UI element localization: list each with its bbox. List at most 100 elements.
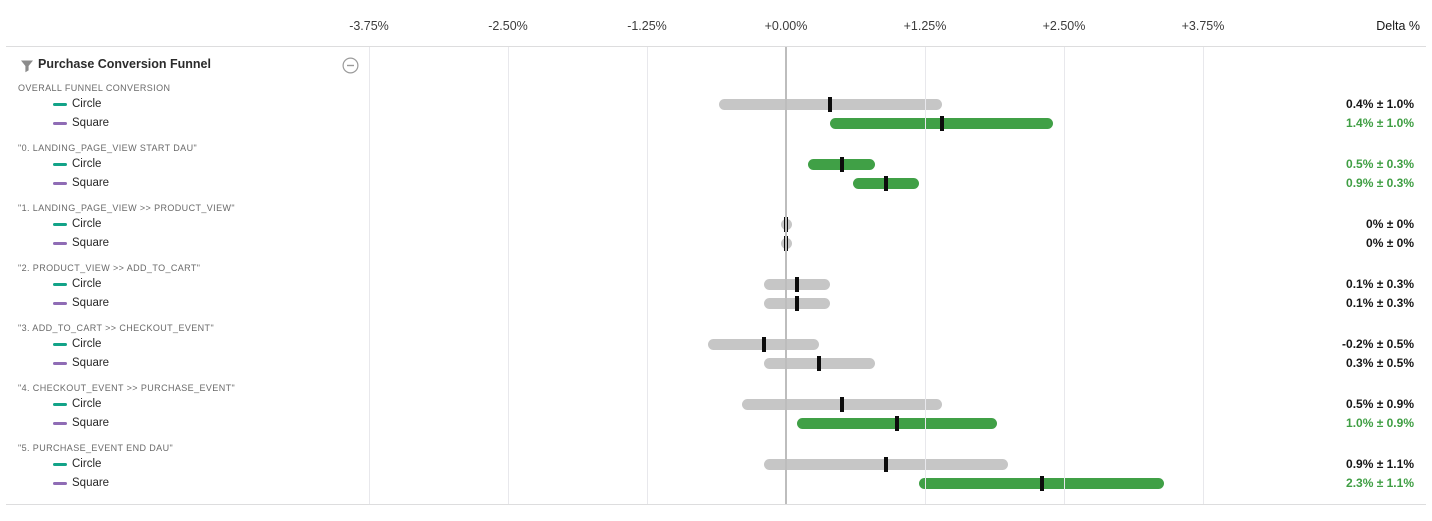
gridline	[368, 47, 370, 504]
variant-row: Circle 0.9% ± 1.1%	[0, 455, 1432, 474]
variant-label: Square	[72, 356, 110, 369]
zero-gridline	[785, 47, 787, 504]
variant-legend-dash-icon	[53, 463, 67, 466]
variant-label: Square	[72, 116, 110, 129]
delta-value: 0% ± 0%	[1366, 217, 1414, 231]
delta-value: -0.2% ± 0.5%	[1342, 337, 1414, 351]
metric-group: "4. CHECKOUT_EVENT >> PURCHASE_EVENT" Ci…	[0, 380, 1432, 440]
gridline	[1202, 47, 1204, 504]
axis-tick-label: +3.75%	[1181, 19, 1225, 33]
variant-row: Square 0% ± 0%	[0, 234, 1432, 253]
axis-tick-label: +1.25%	[903, 19, 947, 33]
variant-label: Square	[72, 296, 110, 309]
variant-legend-dash-icon	[53, 103, 67, 106]
axis-tick-label: -3.75%	[349, 19, 389, 33]
point-estimate-tick	[795, 296, 800, 311]
variant-legend-dash-icon	[53, 283, 67, 286]
variant-row: Circle 0.4% ± 1.0%	[0, 95, 1432, 114]
variant-legend-dash-icon	[53, 422, 67, 425]
gridline	[646, 47, 648, 504]
delta-value: 0.9% ± 0.3%	[1346, 176, 1414, 190]
delta-value: 1.0% ± 0.9%	[1346, 416, 1414, 430]
point-estimate-tick	[828, 97, 833, 112]
point-estimate-tick	[1039, 476, 1044, 491]
axis-tick-label: -2.50%	[488, 19, 528, 33]
metric-group: "2. PRODUCT_VIEW >> ADD_TO_CART" Circle …	[0, 260, 1432, 320]
funnel-stage-label: "0. LANDING_PAGE_VIEW START DAU"	[18, 143, 198, 153]
variant-label: Square	[72, 416, 110, 429]
point-estimate-tick	[884, 176, 889, 191]
axis-tick-label: +0.00%	[764, 19, 808, 33]
funnel-stage-label: "4. CHECKOUT_EVENT >> PURCHASE_EVENT"	[18, 383, 236, 393]
variant-legend-dash-icon	[53, 122, 67, 125]
delta-value: 0.1% ± 0.3%	[1346, 277, 1414, 291]
panel-title-row: Purchase Conversion Funnel	[0, 54, 368, 78]
axis-tick-label: +2.50%	[1042, 19, 1086, 33]
point-estimate-tick	[839, 157, 844, 172]
variant-row: Circle 0.5% ± 0.9%	[0, 395, 1432, 414]
gridline	[507, 47, 509, 504]
variant-row: Square 1.0% ± 0.9%	[0, 414, 1432, 433]
variant-legend-dash-icon	[53, 482, 67, 485]
variant-label: Square	[72, 476, 110, 489]
funnel-stage-label: "5. PURCHASE_EVENT END DAU"	[18, 443, 174, 453]
metric-group: "3. ADD_TO_CART >> CHECKOUT_EVENT" Circl…	[0, 320, 1432, 380]
variant-row: Square 2.3% ± 1.1%	[0, 474, 1432, 493]
delta-value: 0.5% ± 0.9%	[1346, 397, 1414, 411]
metric-group: OVERALL FUNNEL CONVERSION Circle 0.4% ± …	[0, 80, 1432, 140]
delta-value: 0.3% ± 0.5%	[1346, 356, 1414, 370]
variant-label: Circle	[72, 337, 102, 350]
delta-column-header: Delta %	[1376, 19, 1420, 33]
variant-row: Square 0.9% ± 0.3%	[0, 174, 1432, 193]
variant-row: Circle 0% ± 0%	[0, 215, 1432, 234]
variant-label: Circle	[72, 277, 102, 290]
point-estimate-tick	[761, 337, 766, 352]
point-estimate-tick	[884, 457, 889, 472]
variant-legend-dash-icon	[53, 163, 67, 166]
delta-value: 0.9% ± 1.1%	[1346, 457, 1414, 471]
variant-legend-dash-icon	[53, 182, 67, 185]
metric-group: "0. LANDING_PAGE_VIEW START DAU" Circle …	[0, 140, 1432, 200]
metric-group: "5. PURCHASE_EVENT END DAU" Circle 0.9% …	[0, 440, 1432, 500]
variant-label: Circle	[72, 157, 102, 170]
gridline	[1063, 47, 1065, 504]
axis-tick-label: -1.25%	[627, 19, 667, 33]
variant-row: Circle 0.5% ± 0.3%	[0, 155, 1432, 174]
variant-row: Circle 0.1% ± 0.3%	[0, 275, 1432, 294]
variant-label: Circle	[72, 97, 102, 110]
point-estimate-tick	[939, 116, 944, 131]
panel-title: Purchase Conversion Funnel	[38, 57, 211, 71]
collapse-minus-circle-icon[interactable]	[342, 57, 359, 74]
funnel-filter-icon	[20, 59, 34, 78]
variant-legend-dash-icon	[53, 223, 67, 226]
header-divider	[6, 46, 1426, 47]
variant-legend-dash-icon	[53, 403, 67, 406]
variant-row: Square 0.3% ± 0.5%	[0, 354, 1432, 373]
delta-value: 2.3% ± 1.1%	[1346, 476, 1414, 490]
point-estimate-tick	[839, 397, 844, 412]
variant-label: Circle	[72, 217, 102, 230]
point-estimate-tick	[895, 416, 900, 431]
funnel-stage-label: "3. ADD_TO_CART >> CHECKOUT_EVENT"	[18, 323, 215, 333]
delta-value: 0% ± 0%	[1366, 236, 1414, 250]
variant-label: Circle	[72, 457, 102, 470]
gridline	[924, 47, 926, 504]
funnel-stage-label: OVERALL FUNNEL CONVERSION	[18, 83, 171, 93]
variant-row: Square 0.1% ± 0.3%	[0, 294, 1432, 313]
bottom-divider	[6, 504, 1426, 505]
delta-value: 1.4% ± 1.0%	[1346, 116, 1414, 130]
delta-value: 0.5% ± 0.3%	[1346, 157, 1414, 171]
variant-label: Circle	[72, 397, 102, 410]
variant-label: Square	[72, 176, 110, 189]
funnel-stage-label: "1. LANDING_PAGE_VIEW >> PRODUCT_VIEW"	[18, 203, 235, 213]
delta-value: 0.1% ± 0.3%	[1346, 296, 1414, 310]
variant-legend-dash-icon	[53, 302, 67, 305]
variant-row: Square 1.4% ± 1.0%	[0, 114, 1432, 133]
variant-legend-dash-icon	[53, 242, 67, 245]
funnel-stage-label: "2. PRODUCT_VIEW >> ADD_TO_CART"	[18, 263, 201, 273]
point-estimate-tick	[795, 277, 800, 292]
delta-value: 0.4% ± 1.0%	[1346, 97, 1414, 111]
variant-legend-dash-icon	[53, 362, 67, 365]
point-estimate-tick	[817, 356, 822, 371]
